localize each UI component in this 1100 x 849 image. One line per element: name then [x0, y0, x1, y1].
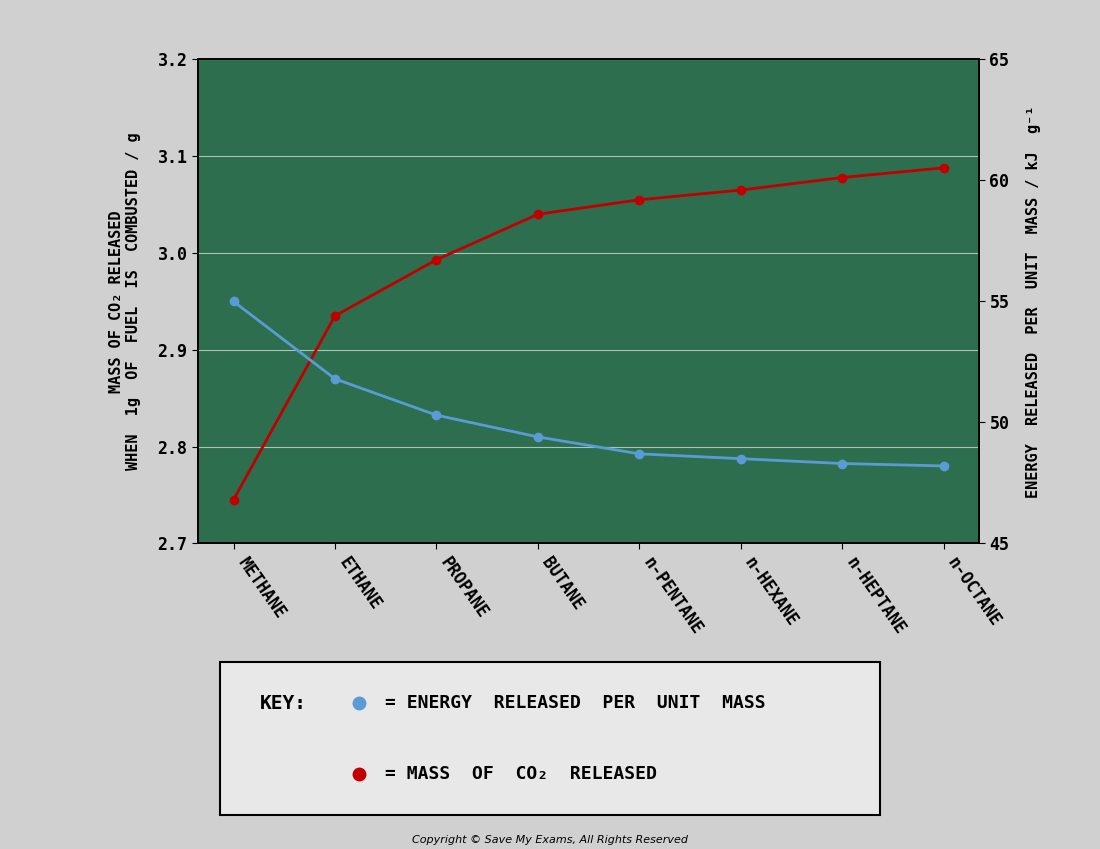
Y-axis label: ENERGY  RELEASED  PER  UNIT  MASS / kJ  g⁻¹: ENERGY RELEASED PER UNIT MASS / kJ g⁻¹	[1026, 105, 1041, 498]
Text: Copyright © Save My Exams, All Rights Reserved: Copyright © Save My Exams, All Rights Re…	[412, 835, 688, 845]
Text: = MASS  OF  CO₂  RELEASED: = MASS OF CO₂ RELEASED	[385, 765, 657, 783]
Y-axis label: MASS OF CO₂ RELEASED
WHEN  1g  OF  FUEL  IS  COMBUSTED / g: MASS OF CO₂ RELEASED WHEN 1g OF FUEL IS …	[109, 132, 141, 470]
Text: = ENERGY  RELEASED  PER  UNIT  MASS: = ENERGY RELEASED PER UNIT MASS	[385, 694, 766, 712]
FancyBboxPatch shape	[220, 662, 880, 815]
Text: KEY:: KEY:	[260, 694, 307, 713]
